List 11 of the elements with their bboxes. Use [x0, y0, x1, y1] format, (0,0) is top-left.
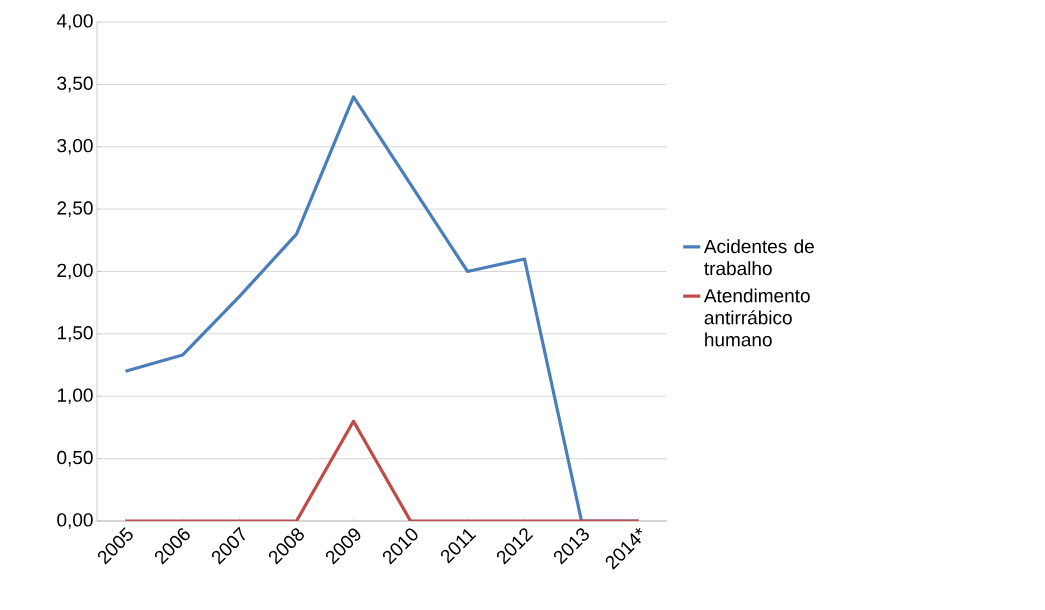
y-tick-label: 2,50 — [57, 201, 93, 217]
y-tick-label: 1,00 — [57, 388, 93, 405]
legend-label: Acidentes de trabalho — [703, 239, 814, 276]
y-tick-label: 0,00 — [57, 513, 93, 529]
y-tick-label: 3,50 — [57, 76, 93, 93]
y-tick-label: 3,00 — [57, 138, 93, 155]
y-tick-label: 4,00 — [56, 14, 93, 30]
y-tick-label: 0,50 — [57, 450, 93, 467]
y-tick-label: 2,00 — [57, 263, 93, 280]
legend-label: Atendimento antirrábico humano — [703, 288, 810, 347]
y-tick-label: 1,50 — [57, 326, 93, 342]
